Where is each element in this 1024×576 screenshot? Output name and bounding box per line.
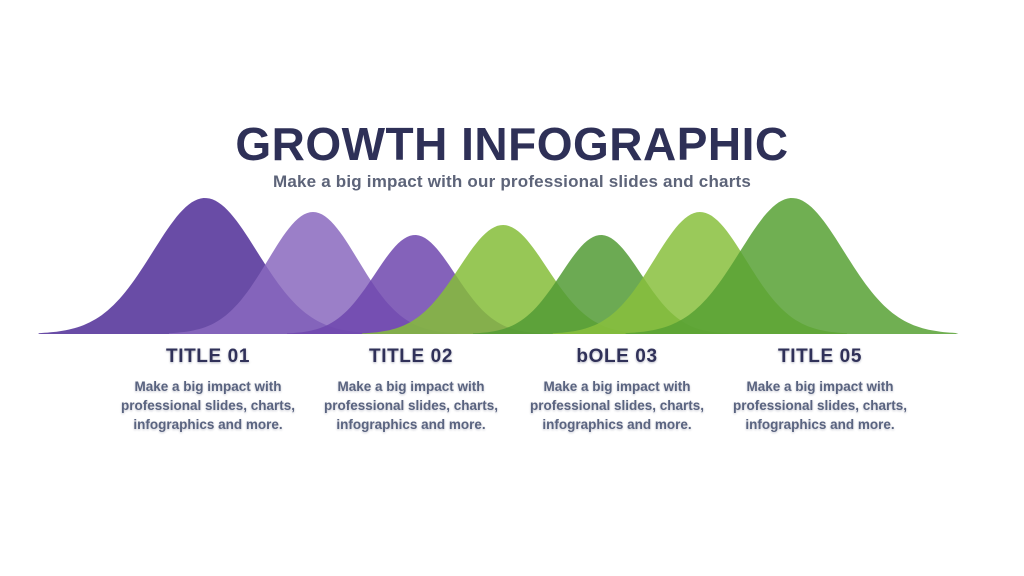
body-text-lead: Make a <box>134 379 184 394</box>
bell-7-dark-green <box>625 198 959 334</box>
body-text-bold: big impact <box>795 379 863 394</box>
body-text-rest: with professional slides, charts, infogr… <box>529 379 705 432</box>
column-heading: TITLE 02 <box>369 346 453 367</box>
column-description: Make a big impact with professional slid… <box>311 377 511 434</box>
column-title-05: TITLE 05 Make a big impact with professi… <box>720 346 920 434</box>
column-title-03: bOLE 03 Make a big impact with professio… <box>517 346 717 434</box>
column-heading: bOLE 03 <box>576 346 658 367</box>
column-description: Make a big impact with professional slid… <box>108 377 308 434</box>
column-description: Make a big impact with professional slid… <box>720 377 920 434</box>
body-text-bold: big impact <box>592 379 660 394</box>
body-text-lead: Make a <box>746 379 796 394</box>
caption-columns: TITLE 01 Make a big impact with professi… <box>0 346 1024 456</box>
body-text-bold: big impact <box>386 379 454 394</box>
column-heading: TITLE 01 <box>166 346 250 367</box>
column-title-02: TITLE 02 Make a big impact with professi… <box>311 346 511 434</box>
page-subtitle: Make a big impact with our professional … <box>272 172 752 192</box>
page-title: GROWTH INFOGRAPHIC <box>235 118 789 170</box>
column-heading: TITLE 05 <box>778 346 862 367</box>
header: GROWTH INFOGRAPHIC Make a big impact wit… <box>0 120 1024 192</box>
body-text-rest: with professional slides, charts, infogr… <box>120 379 296 432</box>
column-description: Make a big impact with professional slid… <box>517 377 717 434</box>
body-text-lead: Make a <box>543 379 593 394</box>
body-text-lead: Make a <box>337 379 387 394</box>
column-title-01: TITLE 01 Make a big impact with professi… <box>108 346 308 434</box>
body-text-rest: with professional slides, charts, infogr… <box>732 379 908 432</box>
body-text-rest: with professional slides, charts, infogr… <box>323 379 499 432</box>
body-text-bold: big impact <box>183 379 251 394</box>
